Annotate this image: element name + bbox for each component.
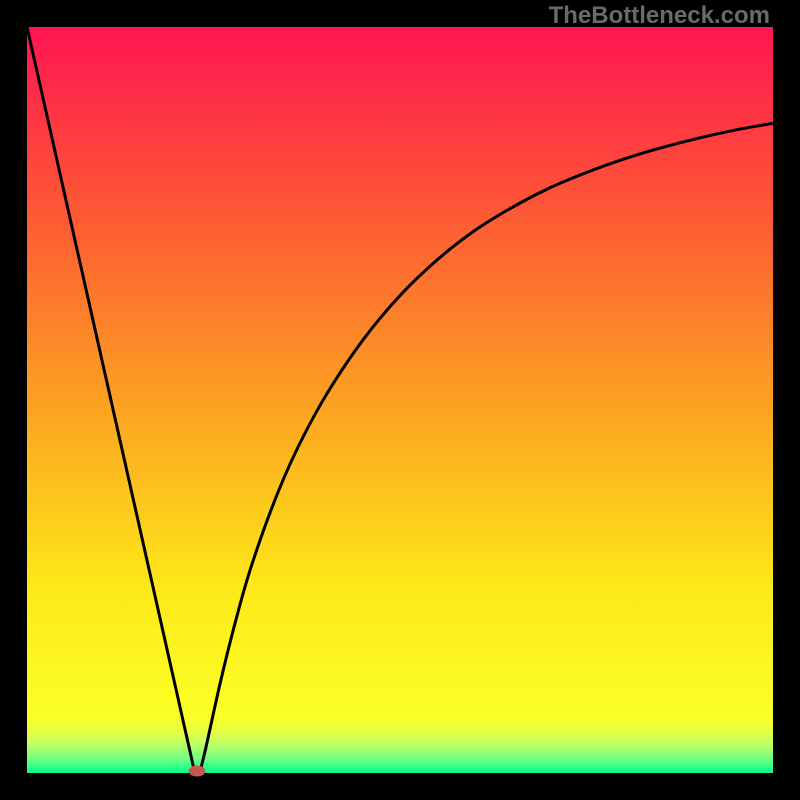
right-curve-branch bbox=[200, 123, 773, 771]
minimum-marker bbox=[189, 765, 206, 776]
curve-svg bbox=[0, 0, 800, 800]
watermark-text: TheBottleneck.com bbox=[549, 2, 770, 30]
left-curve-branch bbox=[27, 27, 195, 773]
